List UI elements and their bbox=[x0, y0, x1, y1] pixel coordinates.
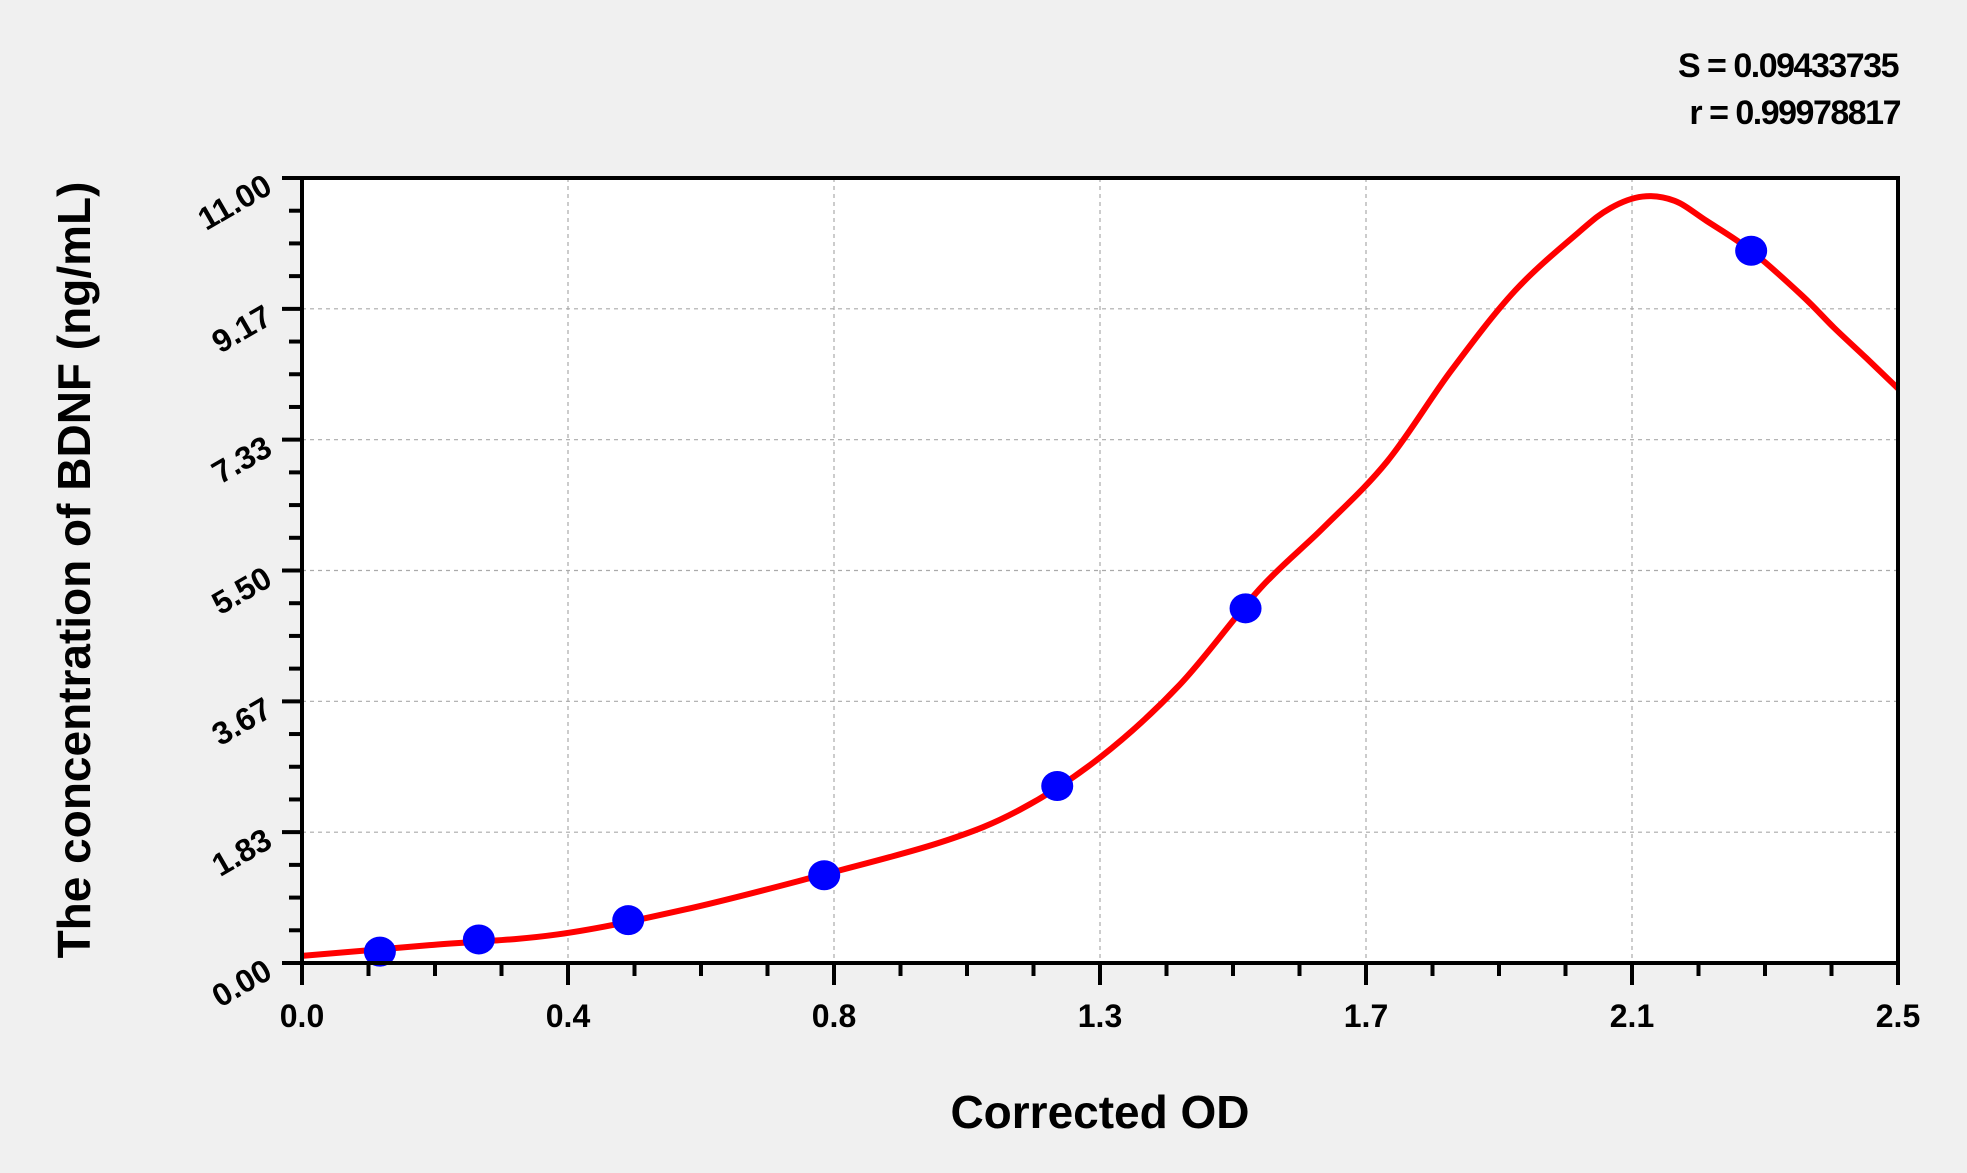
data-point bbox=[1735, 235, 1768, 266]
data-point bbox=[1229, 593, 1262, 624]
ticks bbox=[282, 176, 1900, 985]
y-tick-label: 9.17 bbox=[206, 298, 278, 360]
x-tick-label: 0.0 bbox=[280, 998, 324, 1034]
y-axis-title: The concentration of BDNF (ng/mL) bbox=[48, 182, 100, 959]
x-axis-title: Corrected OD bbox=[950, 1086, 1249, 1138]
y-tick-label: 7.33 bbox=[206, 429, 278, 491]
y-tick-label: 1.83 bbox=[206, 821, 278, 883]
fit-curve-layer bbox=[301, 193, 1901, 959]
y-tick-label: 5.50 bbox=[206, 559, 278, 621]
data-point bbox=[612, 905, 645, 936]
points-layer bbox=[363, 235, 1768, 967]
x-tick-labels: 0.0 0.4 0.8 1.3 1.7 2.1 2.5 bbox=[280, 998, 1920, 1034]
y-tick-labels: 0.00 1.83 3.67 5.50 7.33 9.17 11.00 bbox=[192, 167, 278, 1014]
y-tick-label: 11.00 bbox=[192, 167, 278, 237]
grid bbox=[302, 178, 1898, 963]
data-point bbox=[363, 936, 396, 967]
plot-frame bbox=[300, 176, 1900, 965]
x-tick-label: 2.1 bbox=[1610, 998, 1654, 1034]
y-tick-label: 0.00 bbox=[206, 952, 278, 1014]
x-tick-label: 0.8 bbox=[812, 998, 856, 1034]
x-tick-label: 2.5 bbox=[1876, 998, 1920, 1034]
stat-s: S = 0.09433735 bbox=[1678, 47, 1899, 85]
data-point bbox=[1041, 771, 1074, 802]
stat-r: r = 0.99978817 bbox=[1689, 94, 1900, 132]
y-tick-label: 3.67 bbox=[206, 690, 278, 752]
x-tick-label: 0.4 bbox=[546, 998, 591, 1034]
x-tick-label: 1.7 bbox=[1344, 998, 1388, 1034]
fit-curve bbox=[301, 193, 1901, 959]
x-tick-label: 1.3 bbox=[1078, 998, 1122, 1034]
data-point bbox=[808, 860, 841, 891]
data-point bbox=[462, 924, 495, 955]
